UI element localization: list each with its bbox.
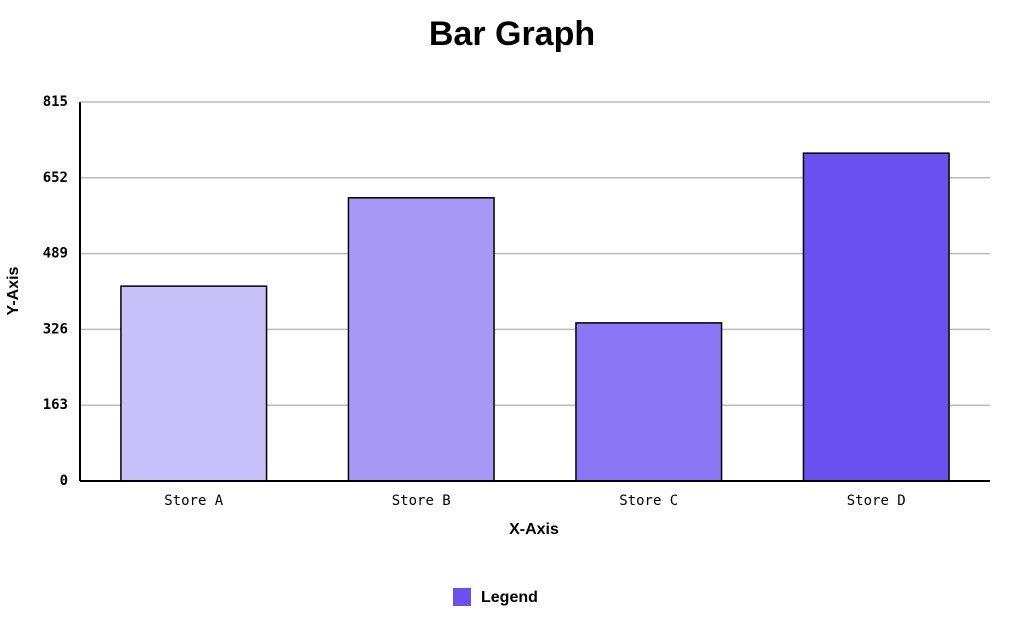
x-tick-label: Store D [847,493,906,509]
legend-label: Legend [481,589,538,606]
y-tick-label: 0 [60,473,68,489]
x-tick-label: Store C [619,493,678,509]
y-tick-label: 652 [43,170,68,186]
bar [575,322,723,482]
y-tick-label: 489 [43,246,68,262]
y-tick-label: 326 [43,321,68,337]
bar [120,285,268,482]
y-tick-label: 815 [43,94,68,110]
legend-swatch [453,588,471,606]
chart-title: Bar Graph [429,15,595,53]
bar [802,152,950,482]
bar [347,197,495,482]
y-tick-label: 163 [43,397,68,413]
y-axis-title: Y-Axis [5,266,22,315]
x-tick-label: Store B [392,493,451,509]
x-tick-label: Store A [164,493,224,509]
x-axis-title: X-Axis [509,521,559,538]
